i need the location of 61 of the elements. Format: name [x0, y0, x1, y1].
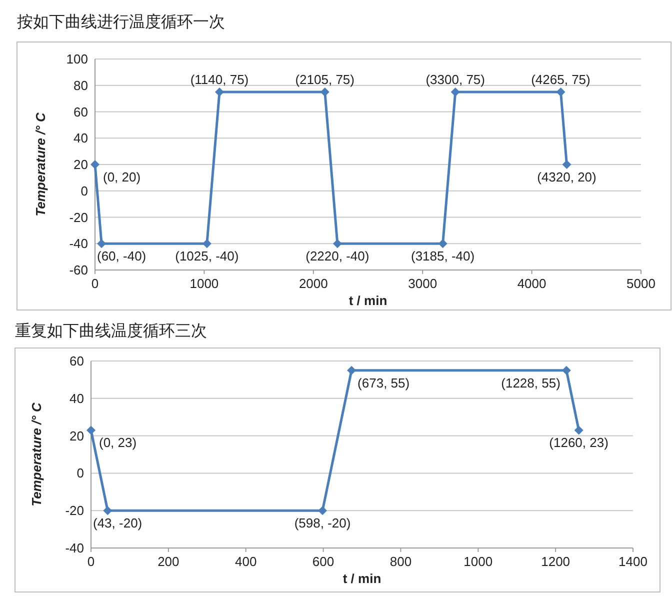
- data-label: (3185, -40): [411, 248, 475, 264]
- point: [318, 506, 328, 516]
- y-tick-label: 20: [74, 157, 88, 172]
- data-label: (1025, -40): [175, 248, 239, 264]
- x-axis-title: t / min: [348, 293, 388, 308]
- x-tick-label: 3000: [408, 276, 438, 291]
- data-label: (0, 23): [99, 435, 137, 450]
- y-tick-label: 0: [80, 183, 88, 198]
- x-tick-label: 5000: [626, 276, 656, 291]
- data-label: (60, -40): [97, 248, 146, 264]
- y-tick-label: 40: [70, 390, 84, 406]
- x-tick-label: 1400: [618, 554, 648, 569]
- chart-title: 按如下曲线进行温度循环一次: [17, 13, 225, 31]
- y-tick-label: -60: [69, 262, 88, 278]
- y-tick-label: -40: [65, 540, 84, 556]
- data-label: (1260, 23): [549, 435, 608, 450]
- point: [556, 87, 566, 96]
- y-tick-label: 40: [74, 130, 88, 146]
- data-label: (43, -20): [93, 516, 142, 531]
- data-label: (4265, 75): [531, 72, 590, 87]
- point: [574, 426, 584, 435]
- x-tick-label: 4000: [517, 276, 546, 291]
- point: [214, 87, 224, 96]
- x-axis-title: t / min: [342, 571, 382, 586]
- y-tick-label: -20: [69, 210, 88, 225]
- x-tick-label: 400: [235, 554, 257, 569]
- y-tick-label: 60: [70, 354, 84, 368]
- y-axis-title: Temperature /° C: [33, 112, 48, 216]
- y-tick-label: 0: [76, 466, 84, 481]
- point: [332, 239, 342, 248]
- data-label: (2220, -40): [306, 248, 370, 264]
- point: [450, 87, 460, 96]
- data-label: (4320, 20): [537, 170, 596, 184]
- x-tick-label: 1000: [190, 276, 219, 291]
- data-label: (3300, 75): [426, 72, 485, 87]
- x-tick-label: 1000: [464, 554, 493, 569]
- data-label: (0, 20): [103, 170, 141, 184]
- x-tick-label: 1200: [541, 554, 570, 569]
- chart-title: 重复如下曲线温度循环三次: [15, 322, 207, 340]
- x-tick-label: 200: [158, 554, 180, 569]
- data-label: (1228, 55): [501, 375, 560, 390]
- x-tick-label: 2000: [298, 276, 328, 291]
- data-label: (1140, 75): [190, 72, 249, 87]
- data-label: (2105, 75): [295, 72, 354, 87]
- y-tick-label: 60: [74, 104, 88, 120]
- point: [86, 426, 96, 435]
- x-tick-label: 800: [390, 554, 412, 569]
- data-label: (598, -20): [294, 516, 351, 531]
- y-tick-label: 20: [70, 428, 84, 444]
- point: [103, 506, 112, 516]
- point: [562, 160, 572, 169]
- y-axis-title: Temperature /° C: [29, 402, 44, 506]
- y-tick-label: -40: [69, 236, 88, 252]
- y-tick-label: -20: [65, 503, 84, 518]
- point: [438, 239, 448, 248]
- x-tick-label: 600: [312, 554, 334, 569]
- y-tick-label: 80: [74, 78, 88, 93]
- x-tick-label: 0: [91, 276, 99, 291]
- y-tick-label: 100: [66, 52, 88, 66]
- data-label: (673, 55): [358, 375, 410, 390]
- point: [90, 160, 100, 169]
